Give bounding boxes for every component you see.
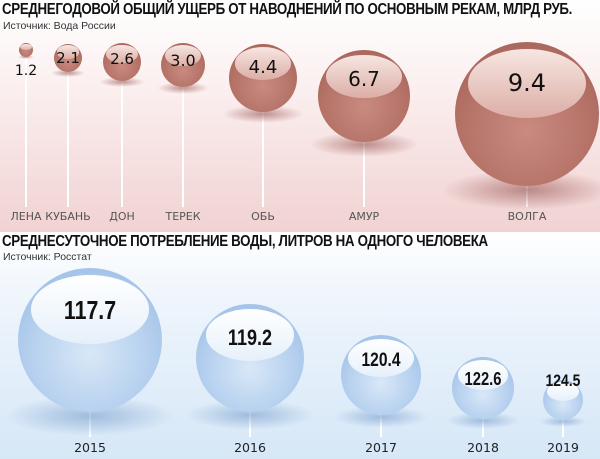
bubble-value: 4.4 — [248, 56, 278, 78]
bubble-highlight — [467, 49, 587, 118]
bubble — [543, 380, 583, 420]
flood-damage-title: СРЕДНЕГОДОВОЙ ОБЩИЙ УЩЕРБ ОТ НАВОДНЕНИЙ … — [2, 1, 573, 18]
bubble-label: 2019 — [547, 440, 579, 455]
bubble-value: 124.5 — [545, 370, 581, 390]
water-consumption-title: СРЕДНЕСУТОЧНОЕ ПОТРЕБЛЕНИЕ ВОДЫ, ЛИТРОВ … — [2, 233, 488, 250]
bubble — [455, 42, 599, 186]
bubble-highlight — [205, 309, 295, 361]
bubble-label: 2016 — [234, 440, 266, 455]
bubble-label: 2017 — [365, 440, 397, 455]
bubble-label: ДОН — [109, 210, 135, 223]
bubble-value: 120.4 — [361, 350, 401, 372]
bubble — [54, 44, 82, 72]
bubble-stem — [562, 420, 564, 437]
bubble-label: АМУР — [348, 210, 380, 223]
bubble-label: ТЕРЕК — [165, 210, 201, 223]
bubble — [19, 43, 33, 57]
bubble-highlight — [164, 45, 202, 67]
bubble-highlight — [106, 44, 138, 63]
bubble-value: 117.7 — [63, 295, 117, 326]
bubble-value: 6.7 — [348, 67, 380, 92]
bubble-shadow — [51, 68, 85, 77]
bubble-value: 119.2 — [227, 324, 273, 350]
flood-damage-source: Источник: Вода России — [3, 20, 116, 32]
bubble-stem — [262, 112, 264, 207]
bubble — [318, 50, 410, 142]
water-consumption-source: Источник: Росстат — [3, 251, 92, 263]
bubble-stem — [182, 87, 184, 207]
bubble-highlight — [326, 54, 402, 99]
bubble-label: ВОЛГА — [507, 210, 547, 223]
bubble-highlight — [457, 360, 509, 390]
bubble-highlight — [30, 275, 150, 344]
bubble — [341, 335, 421, 415]
bubble — [452, 357, 514, 419]
bubble-value: 2.1 — [56, 49, 80, 68]
bubble-highlight — [348, 339, 414, 377]
bubble-shadow — [445, 412, 521, 430]
bubble-label: 2018 — [467, 440, 499, 455]
bubble-highlight — [20, 43, 32, 51]
bubble-shadow — [539, 415, 587, 427]
bubble-label: ЛЕНА — [10, 210, 42, 223]
bubble-stem — [67, 72, 69, 207]
bubble — [103, 43, 141, 81]
bubble-stem — [25, 57, 27, 207]
bubble-value: 122.6 — [464, 368, 502, 389]
bubble — [161, 43, 205, 87]
bubble-stem — [363, 142, 365, 207]
bubble-value: 9.4 — [507, 69, 547, 98]
bubble-shadow — [222, 104, 304, 124]
bubble-label: КУБАНЬ — [45, 210, 91, 223]
bubble-shadow — [17, 55, 35, 60]
bubble-highlight — [235, 47, 291, 80]
bubble-highlight — [546, 382, 580, 401]
bubble-value: 1.2 — [14, 63, 38, 79]
bubble-value: 2.6 — [110, 50, 134, 69]
bubble-stem — [121, 81, 123, 207]
bubble-shadow — [333, 406, 429, 429]
bubble-value: 3.0 — [170, 51, 196, 71]
bubble — [18, 268, 162, 412]
bubble-shadow — [156, 82, 210, 95]
bubble — [196, 304, 304, 412]
bubble-shadow — [99, 76, 145, 88]
bubble-label: ОБЬ — [251, 210, 275, 223]
bubble-highlight — [56, 45, 80, 59]
bubble — [229, 44, 297, 112]
bubble-label: 2015 — [74, 440, 106, 455]
